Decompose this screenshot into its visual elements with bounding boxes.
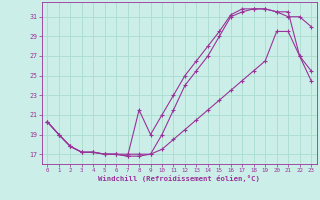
X-axis label: Windchill (Refroidissement éolien,°C): Windchill (Refroidissement éolien,°C) bbox=[98, 175, 260, 182]
